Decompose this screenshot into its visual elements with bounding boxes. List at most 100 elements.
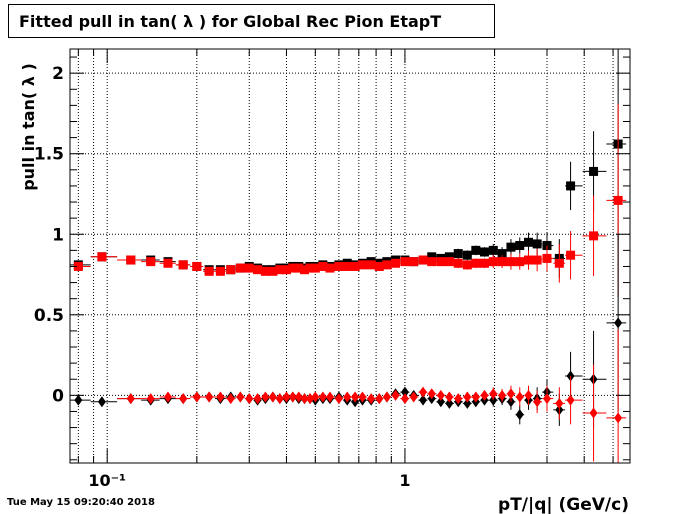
data-point-diamond (318, 391, 327, 403)
data-point-square (444, 252, 454, 262)
data-point-square (462, 250, 472, 260)
data-point-diamond (400, 386, 409, 398)
data-point-diamond (419, 386, 428, 398)
data-point-diamond (555, 397, 564, 409)
data-point-diamond (367, 393, 376, 405)
data-point-square (506, 257, 516, 267)
series-3 (117, 329, 627, 463)
data-point-square (310, 263, 320, 273)
data-point-square (97, 252, 107, 262)
data-point-diamond (288, 391, 297, 403)
data-point-square (400, 257, 410, 267)
data-point-diamond (471, 391, 480, 403)
data-point-square (427, 252, 437, 262)
data-point-diamond (358, 391, 367, 403)
data-point-square (471, 258, 481, 268)
y-tick-label: 1.5 (34, 145, 64, 165)
data-point-diamond (306, 393, 315, 405)
data-point-square (566, 181, 576, 191)
data-point-diamond (294, 391, 303, 403)
data-point-diamond (268, 391, 277, 403)
data-point-square (178, 260, 188, 270)
data-point-diamond (126, 393, 135, 405)
data-point-diamond (163, 391, 172, 403)
data-point-square (523, 237, 533, 247)
data-point-square (275, 265, 285, 275)
data-point-square (532, 255, 542, 265)
data-point-diamond (325, 391, 334, 403)
data-point-square (294, 263, 304, 273)
data-point-square (281, 265, 291, 275)
data-point-diamond (515, 391, 524, 403)
data-point-square (382, 260, 392, 270)
data-point-diamond (179, 393, 188, 405)
data-point-square (268, 266, 278, 276)
data-point-square (226, 265, 236, 275)
data-point-square (479, 258, 489, 268)
data-point-diamond (351, 391, 360, 403)
data-point-square (589, 231, 599, 241)
data-point-diamond (236, 391, 245, 403)
data-point-square (163, 258, 173, 268)
data-point-square (73, 261, 83, 271)
data-point-square (374, 261, 384, 271)
data-point-square (479, 247, 489, 257)
data-point-square (444, 257, 454, 267)
data-point-diamond (97, 396, 106, 408)
data-point-diamond (391, 389, 400, 401)
data-point-diamond (463, 397, 472, 409)
data-point-diamond (419, 394, 428, 406)
data-point-diamond (300, 393, 309, 405)
data-point-square (506, 242, 516, 252)
data-point-diamond (436, 396, 445, 408)
data-point-square (192, 261, 202, 271)
data-point-square (235, 263, 245, 273)
data-point-square (515, 241, 525, 251)
data-point-square (532, 239, 542, 249)
data-point-square (453, 258, 463, 268)
plot-frame (69, 48, 631, 464)
data-point-square (453, 249, 463, 259)
data-point-square (350, 261, 360, 271)
data-point-square (409, 257, 419, 267)
data-point-square (204, 266, 214, 276)
data-point-diamond (427, 388, 436, 400)
data-point-diamond (375, 393, 384, 405)
data-point-diamond (480, 389, 489, 401)
data-point-square (613, 195, 623, 205)
data-point-square (126, 255, 136, 265)
data-point-diamond (343, 391, 352, 403)
data-point-diamond (226, 393, 235, 405)
data-point-diamond (261, 391, 270, 403)
y-tick-label: 0 (52, 386, 64, 406)
data-point-square (215, 266, 225, 276)
series-1 (70, 103, 627, 298)
axes: 0 0.5 1 1.5 2 10⁻¹ 1 (34, 48, 631, 490)
data-point-diamond (445, 391, 454, 403)
series-0 (70, 49, 627, 278)
data-point-square (418, 255, 428, 265)
data-point-square (589, 166, 599, 176)
data-point-diamond (445, 397, 454, 409)
data-point-square (488, 257, 498, 267)
data-point-diamond (436, 389, 445, 401)
x-tick-label: 10⁻¹ (88, 471, 126, 490)
data-point-square (471, 245, 481, 255)
data-point-square (357, 260, 367, 270)
data-point-square (253, 265, 263, 275)
data-point-diamond (334, 393, 343, 405)
data-point-square (288, 263, 298, 273)
data-point-square (334, 261, 344, 271)
data-point-diamond (524, 389, 533, 401)
data-point-square (391, 258, 401, 268)
data-point-diamond (498, 389, 507, 401)
timestamp: Tue May 15 09:20:40 2018 (7, 497, 155, 508)
data-point-square (366, 260, 376, 270)
data-point-diamond (533, 396, 542, 408)
data-point-diamond (245, 393, 254, 405)
data-point-diamond (74, 394, 83, 406)
y-axis-label: pull in tan( λ ) (19, 63, 38, 191)
data-point-diamond (382, 391, 391, 403)
data-marks (70, 49, 627, 463)
